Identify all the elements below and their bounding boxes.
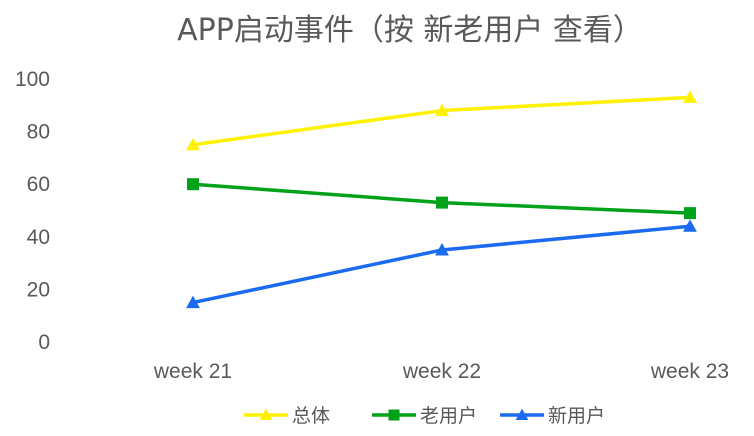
legend: 总体 老用户 新用户 (244, 405, 605, 427)
series-0 (186, 91, 697, 151)
x-tick-label: week 22 (402, 360, 481, 383)
legend-label: 新用户 (548, 405, 605, 427)
x-tick-label: week 23 (650, 360, 729, 383)
x-axis-ticks: week 21 week 22 week 23 (153, 360, 729, 383)
series-1 (187, 178, 696, 219)
legend-item: 新用户 (500, 405, 605, 427)
legend-item: 老用户 (372, 405, 477, 427)
legend-label: 总体 (292, 405, 330, 427)
x-tick-label: week 21 (153, 360, 232, 383)
y-tick-label: 80 (27, 121, 50, 144)
y-tick-label: 0 (38, 331, 50, 354)
series-layer (186, 91, 697, 309)
series-line (193, 226, 690, 302)
y-axis-ticks: 0 20 40 60 80 100 (15, 68, 50, 354)
data-point (436, 197, 448, 209)
data-point (187, 178, 199, 190)
legend-marker (389, 410, 400, 421)
series-2 (186, 219, 697, 308)
chart-title: APP启动事件（按 新老用户 查看） (177, 13, 643, 48)
legend-item: 总体 (244, 405, 330, 427)
y-tick-label: 40 (27, 226, 50, 249)
y-tick-label: 60 (27, 173, 50, 196)
legend-label: 老用户 (420, 405, 477, 427)
y-tick-label: 100 (15, 68, 50, 91)
series-line (193, 97, 690, 144)
data-point (684, 207, 696, 219)
y-tick-label: 20 (27, 278, 50, 301)
